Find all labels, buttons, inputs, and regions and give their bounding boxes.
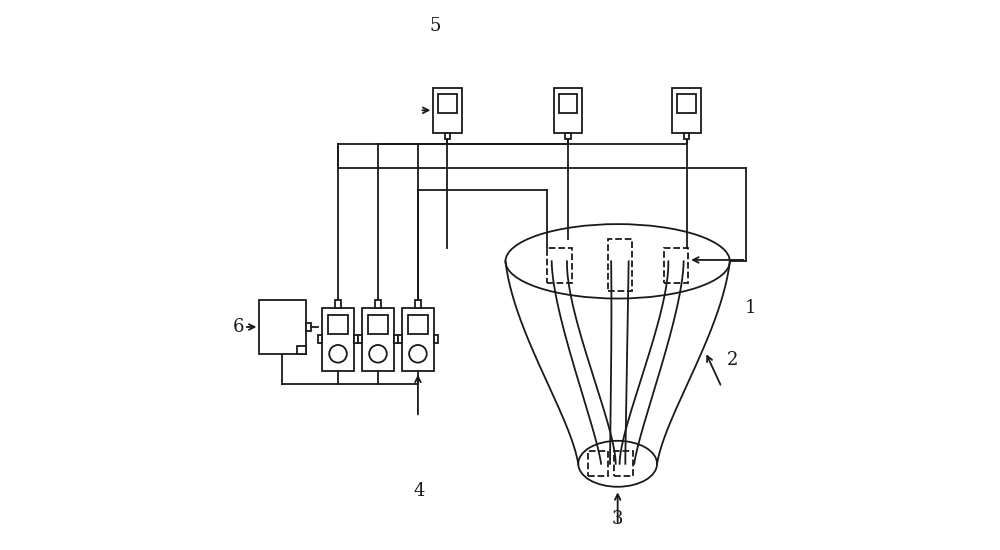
- Bar: [318, 336, 322, 343]
- Text: 5: 5: [430, 17, 441, 35]
- Bar: [335, 300, 341, 308]
- Bar: [614, 452, 633, 476]
- Bar: [402, 308, 434, 371]
- Bar: [433, 88, 462, 133]
- Bar: [297, 346, 306, 354]
- Bar: [434, 336, 438, 343]
- Bar: [664, 248, 688, 283]
- Text: 6: 6: [233, 318, 244, 336]
- Bar: [358, 336, 362, 343]
- Text: 3: 3: [612, 509, 623, 527]
- Bar: [565, 133, 571, 139]
- Text: 2: 2: [727, 351, 738, 369]
- Bar: [322, 308, 354, 371]
- Bar: [588, 452, 608, 476]
- Bar: [328, 315, 348, 334]
- Text: 1: 1: [745, 299, 756, 317]
- Bar: [354, 336, 358, 343]
- Bar: [547, 248, 572, 283]
- Bar: [672, 88, 701, 133]
- Bar: [362, 308, 394, 371]
- Bar: [398, 336, 402, 343]
- Bar: [408, 315, 428, 334]
- Bar: [306, 323, 311, 331]
- Bar: [608, 239, 632, 292]
- Bar: [445, 133, 450, 139]
- Bar: [554, 88, 582, 133]
- Bar: [438, 94, 457, 113]
- Bar: [368, 315, 388, 334]
- Text: 4: 4: [413, 482, 425, 500]
- Bar: [677, 94, 696, 113]
- Bar: [394, 336, 398, 343]
- Bar: [415, 300, 421, 308]
- Bar: [559, 94, 577, 113]
- Bar: [375, 300, 381, 308]
- Bar: [259, 300, 306, 354]
- Bar: [684, 133, 689, 139]
